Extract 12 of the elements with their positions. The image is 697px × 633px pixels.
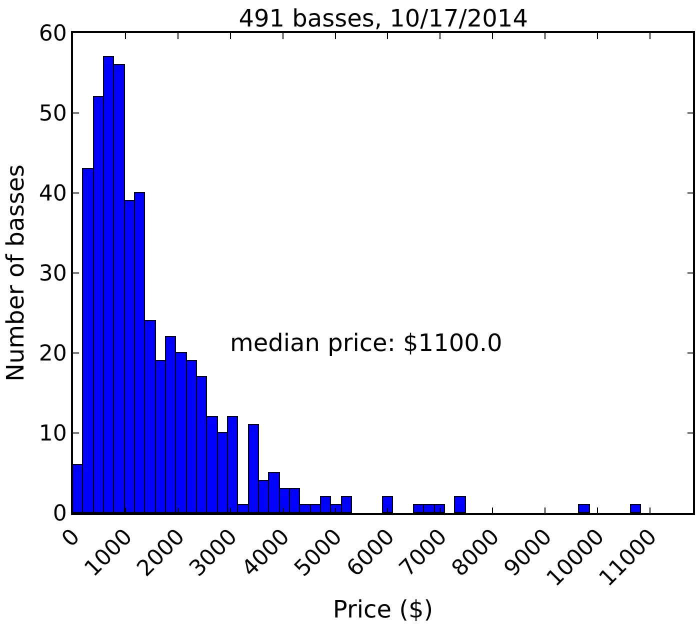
y-tick-label: 30 [38,262,67,287]
chart-title: 491 basses, 10/17/2014 [238,4,528,32]
y-tick-label: 20 [38,342,67,367]
y-tick-label: 40 [38,182,67,207]
y-tick-label: 50 [38,102,67,127]
x-tick-label: 0 [57,524,86,552]
annotation: median price: $1100.0 [230,329,502,357]
y-tick-label: 60 [38,22,67,47]
y-tick-label: 0 [52,502,67,527]
x-axis-title: Price ($) [332,595,434,624]
y-axis-title: Number of basses [1,164,30,382]
y-tick-label: 10 [38,422,67,447]
